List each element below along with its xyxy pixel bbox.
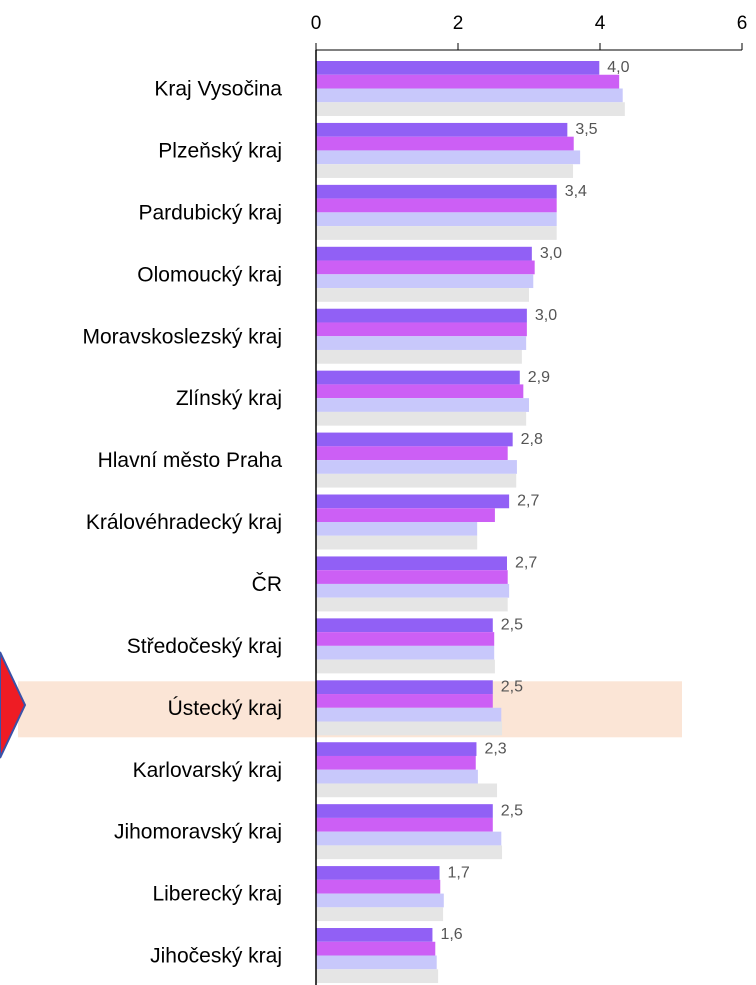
data-label: 2,8 bbox=[521, 431, 543, 448]
bar bbox=[316, 164, 574, 178]
data-label: 2,5 bbox=[501, 802, 523, 819]
bar bbox=[316, 783, 498, 798]
bar bbox=[316, 61, 600, 75]
bar bbox=[316, 212, 557, 227]
y-tick-label: Pardubický kraj bbox=[138, 201, 282, 224]
bar bbox=[316, 370, 520, 385]
bar bbox=[316, 707, 502, 722]
data-label: 2,3 bbox=[484, 740, 506, 757]
x-tick-label: 0 bbox=[311, 13, 322, 34]
bar bbox=[316, 556, 507, 571]
bar bbox=[316, 680, 493, 695]
bar bbox=[316, 308, 527, 323]
bar bbox=[316, 446, 508, 461]
bar bbox=[316, 198, 557, 213]
bar bbox=[316, 583, 510, 598]
bar bbox=[316, 955, 437, 970]
bar bbox=[316, 260, 535, 275]
bar bbox=[316, 150, 581, 165]
bar bbox=[316, 122, 568, 137]
data-label: 2,7 bbox=[515, 555, 537, 572]
bar bbox=[316, 632, 495, 646]
y-tick-label: Středočeský kraj bbox=[127, 635, 282, 658]
data-label: 2,5 bbox=[501, 679, 523, 696]
bar bbox=[316, 508, 495, 523]
y-tick-label: Jihomoravský kraj bbox=[114, 821, 282, 844]
bar bbox=[316, 817, 493, 832]
bar bbox=[316, 618, 493, 633]
y-tick-label: Hlavní město Praha bbox=[98, 449, 283, 472]
y-tick-label: Olomoucký kraj bbox=[137, 263, 282, 286]
bar bbox=[316, 184, 557, 199]
bar bbox=[316, 349, 522, 364]
data-label: 3,0 bbox=[535, 307, 557, 324]
bar bbox=[316, 432, 513, 447]
bar bbox=[316, 322, 527, 337]
bar bbox=[316, 246, 532, 261]
bar bbox=[316, 893, 444, 908]
x-tick-label: 4 bbox=[595, 13, 606, 34]
bar bbox=[316, 411, 527, 426]
y-tick-label: Liberecký kraj bbox=[152, 883, 282, 906]
x-tick-label: 2 bbox=[453, 13, 464, 34]
bar bbox=[316, 831, 502, 846]
bar bbox=[316, 969, 439, 984]
data-label: 3,4 bbox=[565, 183, 587, 200]
y-tick-label: Zlínský kraj bbox=[176, 387, 282, 410]
bar bbox=[316, 721, 503, 736]
data-label: 2,5 bbox=[501, 617, 523, 634]
bar bbox=[316, 755, 476, 770]
bar bbox=[316, 398, 529, 412]
bar bbox=[316, 384, 524, 399]
data-label: 1,7 bbox=[448, 864, 470, 881]
bar bbox=[316, 928, 433, 942]
y-tick-label: Plzeňský kraj bbox=[158, 139, 282, 162]
bar bbox=[316, 136, 574, 151]
bar bbox=[316, 336, 527, 350]
bar bbox=[316, 88, 623, 103]
bar bbox=[316, 879, 441, 894]
bar bbox=[316, 742, 477, 756]
data-label: 3,5 bbox=[575, 121, 597, 138]
x-tick-label: 6 bbox=[737, 13, 748, 34]
data-label: 3,0 bbox=[540, 245, 562, 262]
data-label: 2,7 bbox=[517, 493, 539, 510]
bar bbox=[316, 288, 529, 302]
bar bbox=[316, 597, 508, 612]
bar bbox=[316, 494, 510, 509]
y-tick-label: Královéhradecký kraj bbox=[86, 511, 282, 534]
bar bbox=[316, 694, 493, 708]
y-tick-label: Kraj Vysočina bbox=[154, 78, 282, 101]
data-label: 1,6 bbox=[440, 926, 462, 943]
bar bbox=[316, 473, 517, 488]
bar bbox=[316, 845, 503, 860]
bar bbox=[316, 570, 508, 584]
y-tick-label: ČR bbox=[252, 573, 282, 596]
bar bbox=[316, 535, 478, 550]
bar bbox=[316, 907, 444, 922]
y-tick-label: Jihočeský kraj bbox=[150, 945, 282, 968]
arrow bbox=[0, 651, 27, 759]
bar bbox=[316, 866, 440, 880]
bar bbox=[316, 769, 478, 784]
y-tick-label: Ústecký kraj bbox=[168, 697, 282, 720]
bar bbox=[316, 226, 557, 240]
data-label: 4,0 bbox=[607, 59, 629, 76]
bar bbox=[316, 274, 534, 289]
data-label: 2,9 bbox=[528, 369, 550, 386]
bar bbox=[316, 659, 495, 674]
y-tick-label: Karlovarský kraj bbox=[133, 759, 282, 782]
bar bbox=[316, 941, 436, 956]
bar bbox=[316, 522, 478, 536]
bar bbox=[316, 102, 625, 116]
bar bbox=[316, 74, 620, 89]
bar bbox=[316, 804, 493, 818]
bar bbox=[316, 460, 517, 474]
bar bbox=[316, 645, 495, 660]
y-tick-label: Moravskoslezský kraj bbox=[82, 325, 282, 348]
